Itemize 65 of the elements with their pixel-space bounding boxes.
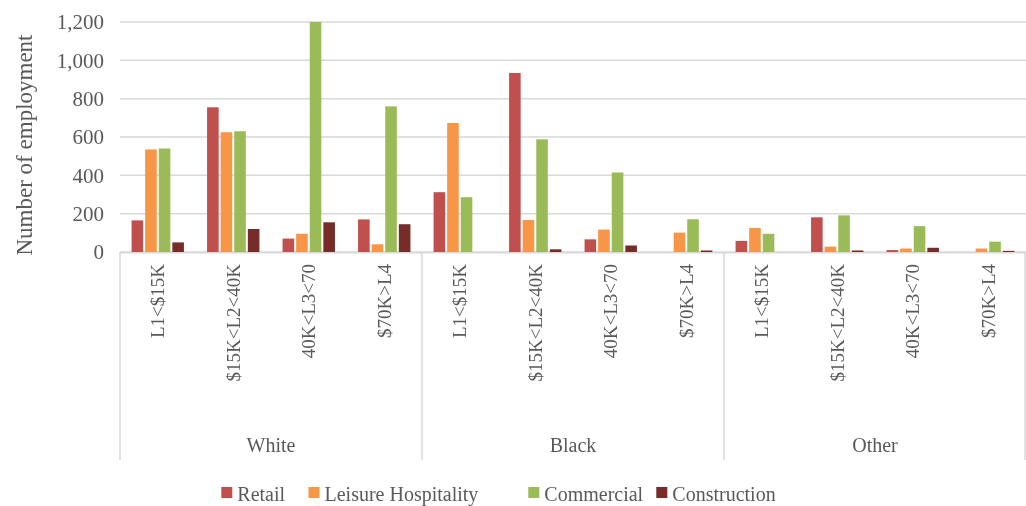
bar [131, 220, 144, 252]
y-tick-label: 0 [93, 240, 104, 265]
bar [687, 219, 699, 252]
bar [398, 224, 411, 252]
bar [358, 219, 370, 252]
x-tick-label: 40K<L3<70 [902, 264, 924, 359]
bar [509, 72, 521, 252]
bar [811, 217, 823, 252]
x-tick-label: 40K<L3<70 [298, 264, 320, 359]
bar [207, 107, 219, 252]
bar [323, 222, 335, 252]
bar [447, 123, 459, 252]
y-tick-label: 400 [72, 163, 104, 188]
bar [584, 239, 597, 252]
y-tick-label: 1,000 [56, 48, 104, 73]
bar [536, 139, 548, 252]
text: Black [549, 434, 597, 456]
bar [522, 219, 535, 252]
bar [913, 226, 926, 252]
bar [598, 229, 610, 252]
x-tick-label: $15K<L2<40K [524, 263, 546, 382]
bar [296, 233, 308, 252]
bar [220, 132, 233, 252]
x-tick-label: $70K>L4 [675, 263, 697, 339]
bar [172, 242, 184, 252]
bar [371, 244, 384, 252]
x-tick-label: L1<$15K [751, 263, 773, 339]
legend-label: Commercial [544, 483, 644, 505]
bar [234, 131, 246, 252]
bar [309, 22, 322, 252]
y-tick-label: 600 [72, 125, 104, 150]
bar [735, 240, 748, 252]
legend-label: Leisure Hospitality [324, 483, 479, 506]
y-tick-label: 800 [72, 87, 104, 112]
bar [989, 241, 1001, 252]
legend-label: Construction [672, 483, 776, 505]
text: Other [852, 434, 899, 456]
bar [900, 248, 912, 252]
text: White [246, 434, 296, 456]
bar [247, 229, 260, 252]
bar [433, 192, 446, 252]
bar [611, 172, 624, 252]
x-tick-label: $15K<L2<40K [826, 263, 848, 382]
x-tick-label: 40K<L3<70 [600, 264, 622, 359]
x-tick-label: L1<$15K [147, 263, 169, 339]
bar [762, 233, 775, 252]
bar [549, 249, 562, 252]
y-tick-label: 1,200 [56, 10, 104, 35]
bar [625, 245, 637, 252]
y-tick-label: 200 [72, 202, 104, 227]
bar [282, 238, 295, 252]
bar [145, 149, 157, 252]
bar [158, 148, 171, 252]
bar [749, 228, 761, 252]
y-axis-title: Number of employment [12, 33, 37, 256]
bar [927, 247, 939, 252]
x-tick-label: L1<$15K [449, 263, 471, 339]
bar [673, 232, 686, 252]
bar [385, 106, 397, 252]
x-tick-label: $70K>L4 [373, 263, 395, 339]
bar [460, 197, 473, 252]
x-tick-label: $70K>L4 [977, 263, 999, 339]
x-tick-label: $15K<L2<40K [222, 263, 244, 382]
legend-label: Retail [237, 483, 286, 505]
bar [838, 215, 850, 252]
